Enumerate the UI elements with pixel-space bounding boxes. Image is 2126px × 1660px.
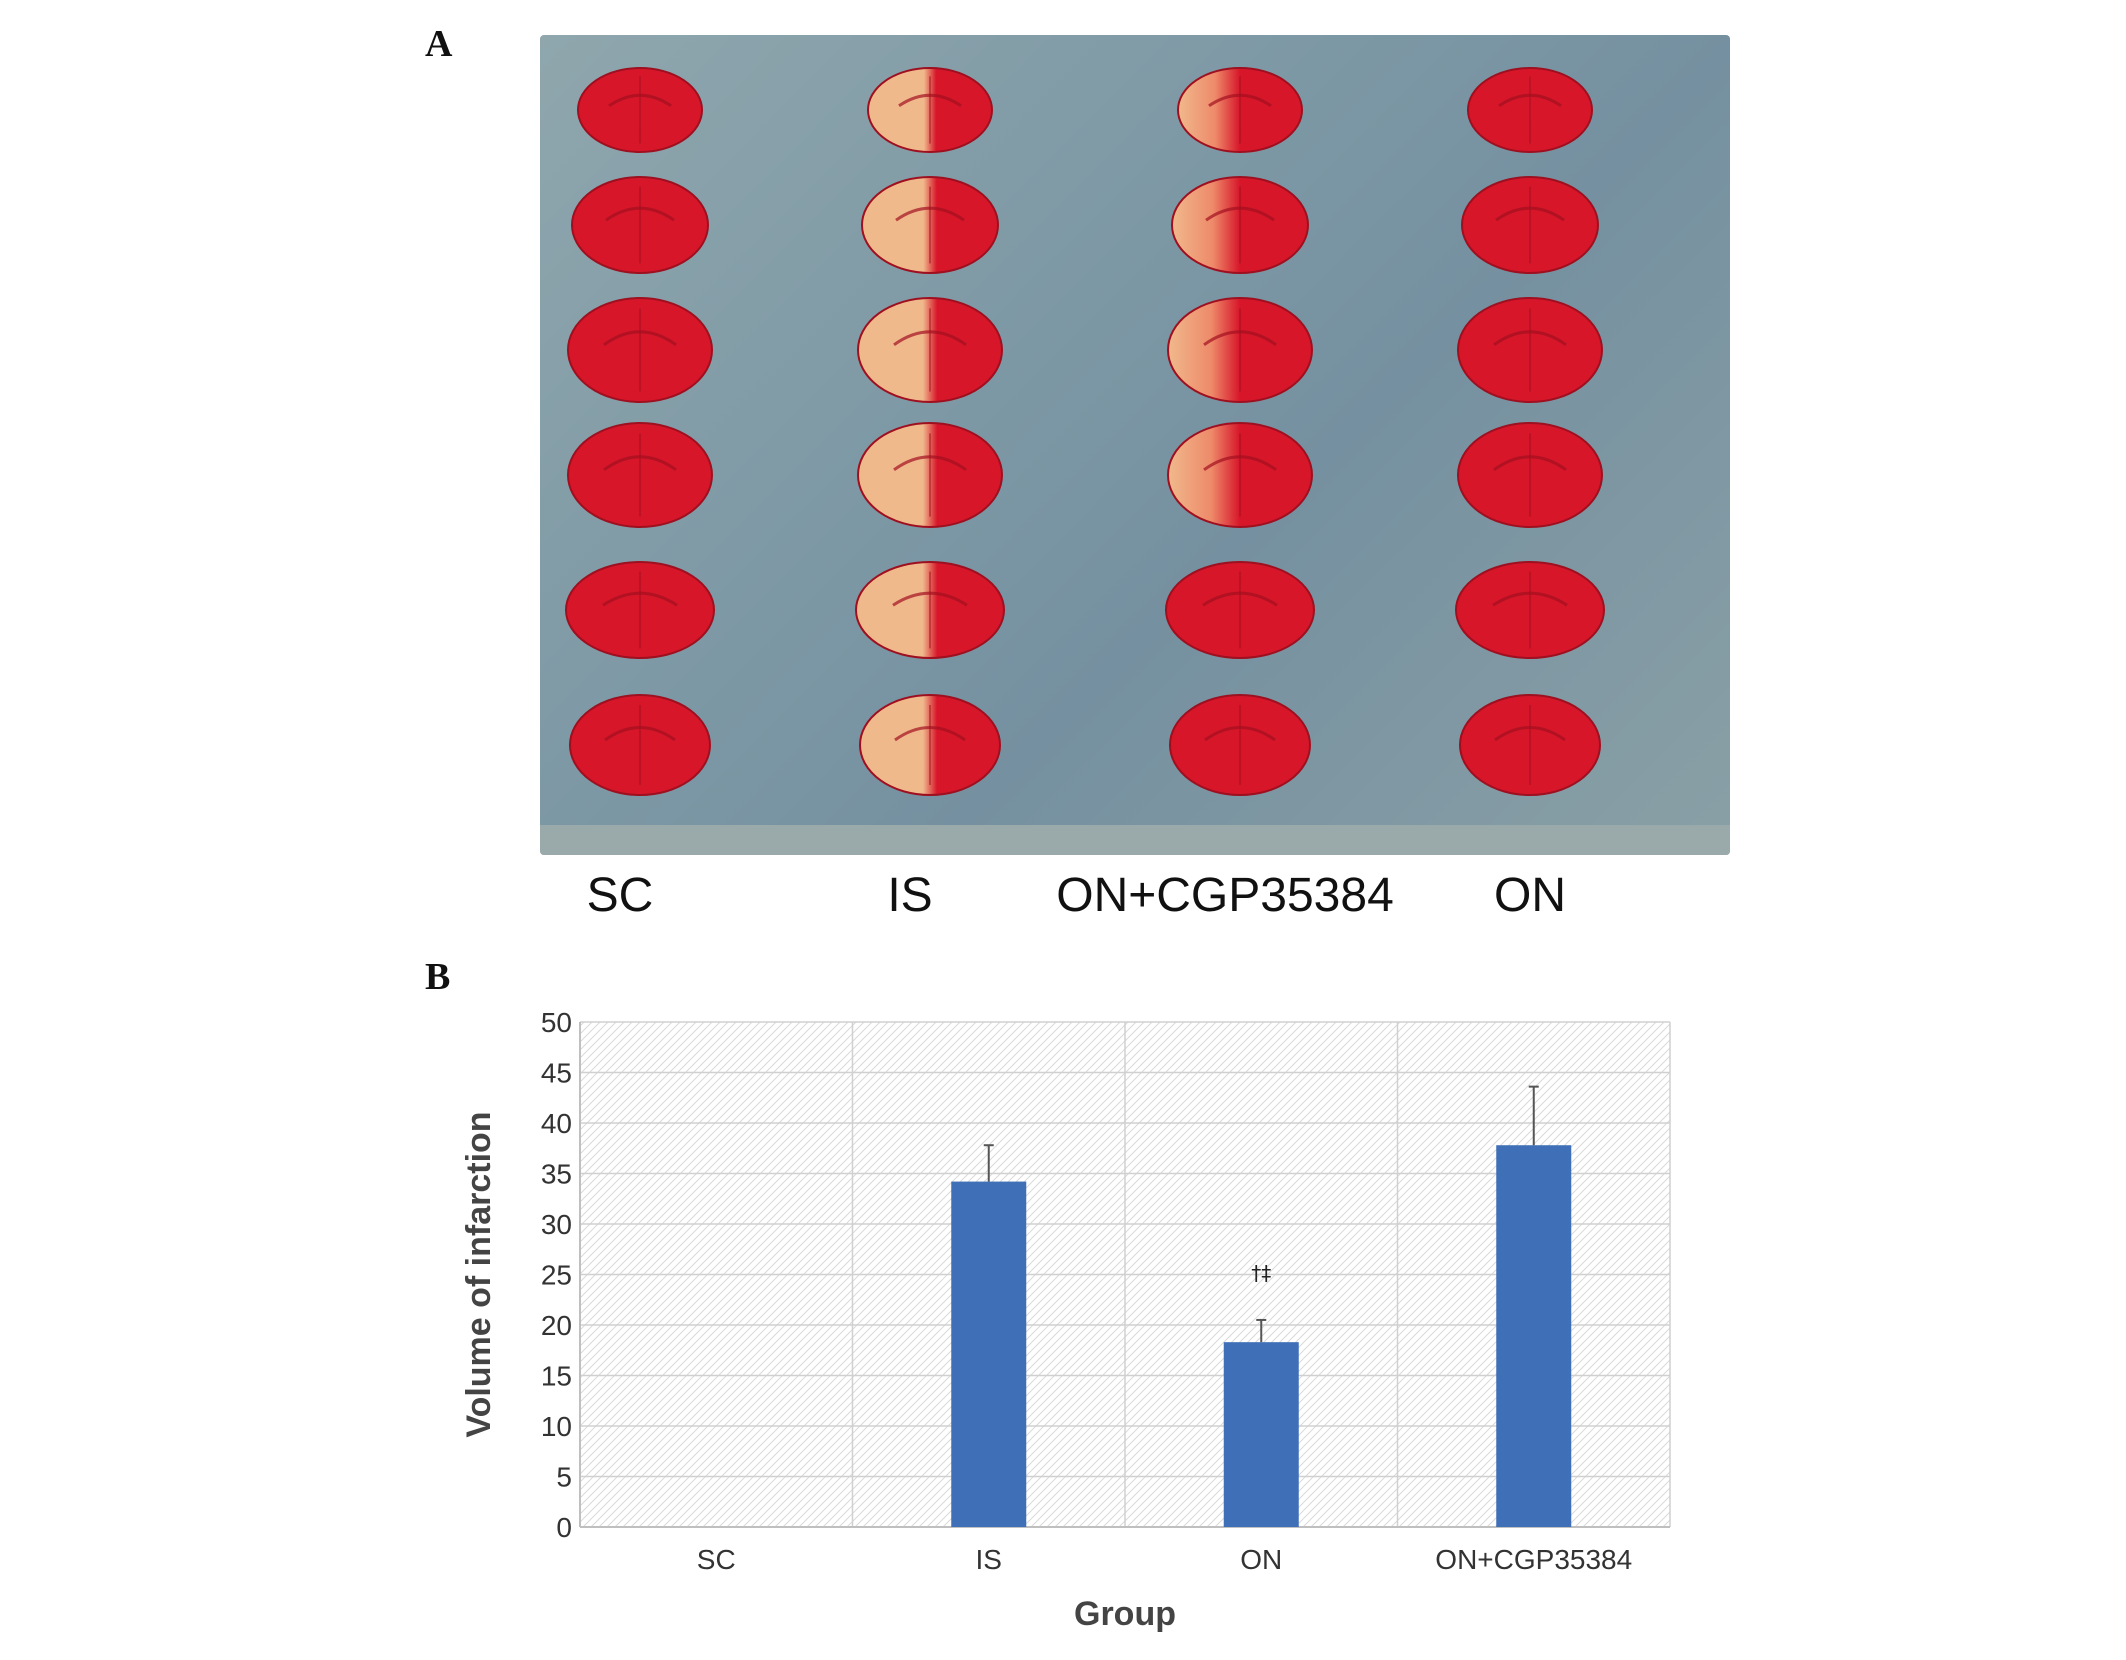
plate-edge [540,825,1730,855]
y-tick-label: 20 [541,1310,572,1341]
brain-slice [859,694,1001,796]
brain-slice [1457,297,1603,403]
photo-label-sc: SC [586,869,654,922]
y-tick-label: 15 [541,1361,572,1392]
brain-slices-photo [540,35,1730,855]
y-tick-label: 10 [541,1411,572,1442]
x-tick-label-is: IS [976,1544,1002,1575]
infarction-bar-chart: 0 5 10 15 20 25 30 35 40 45 50 SC IS ON ON+CGP35384 †‡ G… [440,990,1740,1640]
brain-slice [571,176,709,274]
y-tick-label: 45 [541,1058,572,1089]
bar-is [951,1181,1027,1527]
brain-slice [1455,561,1605,659]
brain-slice [565,561,715,659]
brain-slice [1171,176,1309,274]
y-tick-label: 0 [556,1512,572,1543]
brain-slice [1167,422,1313,528]
brain-slice [1467,67,1593,153]
brain-slice [577,67,703,153]
photo-label-on: ON [1494,869,1566,922]
bar-on-cgp35384 [1496,1145,1572,1527]
y-tick-label: 25 [541,1260,572,1291]
brain-slice [567,422,713,528]
panel-b-letter: B [425,956,451,998]
brain-slice [861,176,999,274]
bar-on [1223,1342,1299,1527]
y-tick-label: 30 [541,1209,572,1240]
brain-slice [567,297,713,403]
brain-slice [857,297,1003,403]
y-axis-title: Volume of infarction [460,1111,498,1437]
x-tick-label-on: ON [1240,1544,1282,1575]
x-tick-label-sc: SC [697,1544,736,1575]
x-axis-title: Group [1074,1595,1176,1633]
x-tick-label-on-cgp35384: ON+CGP35384 [1435,1544,1632,1575]
y-tick-label: 40 [541,1108,572,1139]
y-tick-label: 50 [541,1007,572,1038]
brain-slice [1457,422,1603,528]
brain-slice [569,694,711,796]
y-tick-label: 35 [541,1159,572,1190]
brain-slice [1165,561,1315,659]
significance-annotation: †‡ [1251,1261,1271,1285]
panel-a-letter: A [425,23,453,65]
brain-slice [1461,176,1599,274]
brain-slice [1177,67,1303,153]
brain-slice [857,422,1003,528]
photo-label-on-cgp: ON+CGP35384 [1056,869,1394,922]
brain-slice [1167,297,1313,403]
brain-slice [1459,694,1601,796]
brain-slice [867,67,993,153]
photo-label-is: IS [887,869,933,922]
brain-slice [1169,694,1311,796]
y-tick-label: 5 [556,1462,572,1493]
brain-slice [855,561,1005,659]
